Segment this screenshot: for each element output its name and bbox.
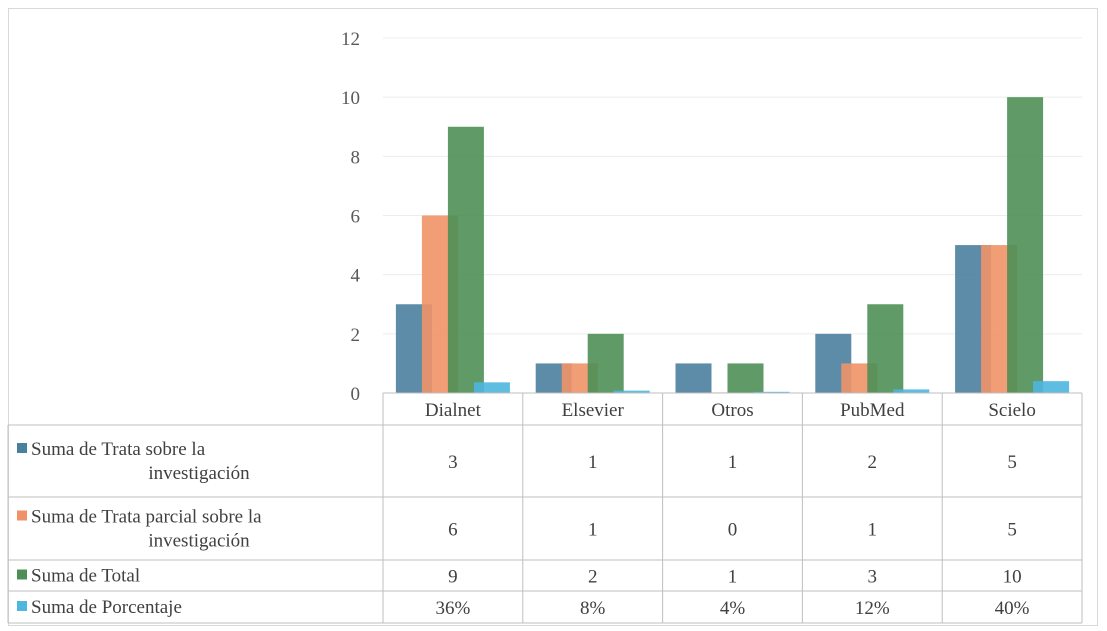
bar-4-otros — [753, 391, 790, 393]
table-cell-value: 9 — [448, 567, 458, 588]
table-cell-value: 1 — [728, 452, 738, 473]
legend-key-1 — [17, 443, 27, 453]
y-tick-label: 6 — [351, 207, 361, 228]
table-cell-value: 6 — [448, 520, 458, 541]
bar-3-pubmed — [867, 304, 904, 393]
table-cell-value: 12% — [855, 598, 890, 619]
legend-key-2 — [17, 510, 27, 521]
legend-label: Suma de Total — [31, 566, 140, 587]
bar-4-scielo — [1033, 381, 1070, 393]
table-cell-value: 3 — [868, 567, 878, 588]
table-cell-value: 1 — [728, 567, 738, 588]
bars — [395, 97, 1070, 394]
axis-labels: 0 2 4 6 8 10 12 — [341, 29, 361, 405]
bar-3-elsevier — [587, 333, 624, 393]
bar-4-dialnet — [473, 382, 510, 393]
table-cell-value: 4% — [720, 598, 746, 619]
y-tick-label: 0 — [351, 384, 361, 405]
y-tick-label: 12 — [341, 29, 360, 50]
bar-4-elsevier — [613, 390, 650, 393]
bar-3-dialnet — [447, 126, 484, 393]
table-cell-value: 36% — [435, 598, 470, 619]
y-tick-label: 8 — [351, 147, 361, 168]
table-cell-value: 2 — [868, 452, 878, 473]
chart-frame — [8, 8, 1098, 626]
category-label: Dialnet — [425, 400, 482, 421]
table-cell-value: 40% — [995, 598, 1030, 619]
table-cell-value: 10 — [1003, 567, 1022, 588]
table-cell-value: 2 — [588, 567, 598, 588]
table-cell-value: 1 — [588, 452, 598, 473]
table-cell-value: 5 — [1007, 452, 1017, 473]
y-tick-label: 2 — [351, 325, 361, 346]
legend-key-3 — [17, 569, 27, 580]
legend-label: Suma de Porcentaje — [31, 597, 182, 618]
table-cell-value: 0 — [728, 520, 738, 541]
legend-label-continued: investigación — [148, 531, 250, 552]
table-cell-value: 1 — [588, 520, 598, 541]
table-cell-value: 3 — [448, 452, 458, 473]
legend-label: Suma de Trata parcial sobre la — [31, 507, 262, 528]
category-label: PubMed — [840, 400, 905, 421]
bar-1-otros — [675, 363, 712, 393]
category-label: Scielo — [988, 400, 1036, 421]
y-tick-label: 10 — [341, 88, 360, 109]
y-tick-label: 4 — [351, 266, 361, 287]
legend-label-continued: investigación — [148, 463, 250, 484]
bar-4-pubmed — [893, 389, 930, 393]
data-table: Dialnet Elsevier Otros PubMed Scielo Suma de … — [7, 392, 1083, 624]
table-cell-value: 8% — [580, 598, 606, 619]
legend-label: Suma de Trata sobre la — [31, 439, 206, 460]
bar-3-otros — [727, 363, 764, 393]
legend-key-4 — [17, 601, 27, 611]
category-label: Elsevier — [562, 400, 625, 421]
category-label: Otros — [711, 400, 753, 421]
bar-3-scielo — [1007, 97, 1044, 394]
table-cell-value: 1 — [868, 520, 878, 541]
table-cell-value: 5 — [1007, 520, 1017, 541]
